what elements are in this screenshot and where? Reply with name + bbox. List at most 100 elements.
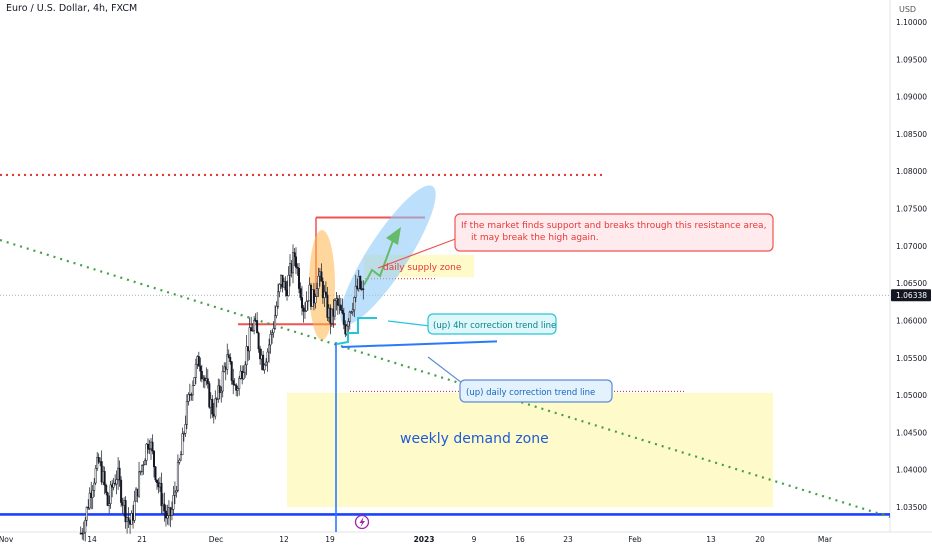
candle <box>256 312 259 334</box>
candle-body <box>105 484 108 494</box>
candle-body <box>294 256 297 268</box>
candle-body <box>178 459 181 463</box>
candle <box>112 477 115 491</box>
candle-body <box>326 294 329 318</box>
daily-trend-note-box <box>459 379 613 403</box>
candle-body <box>259 348 262 360</box>
price-tick-label: 1.07000 <box>896 242 927 251</box>
candle <box>105 483 108 496</box>
candle-body <box>278 284 281 293</box>
time-tick-label: 16 <box>515 535 525 544</box>
candle-body <box>274 315 277 329</box>
candle-body <box>287 275 290 296</box>
candle-body <box>265 361 268 366</box>
candle <box>253 315 256 335</box>
candle <box>206 369 209 389</box>
breakout-note-line: it may break the high again. <box>471 233 599 243</box>
candle-body <box>144 460 147 465</box>
candle <box>226 343 229 375</box>
candle <box>347 318 350 332</box>
candle <box>268 338 271 363</box>
candle <box>245 335 248 376</box>
projection-arrowhead <box>386 227 401 245</box>
candle-body <box>215 398 218 400</box>
candle-body <box>112 482 115 488</box>
candle-body <box>320 271 323 282</box>
demand-zone-label: weekly demand zone <box>400 431 549 447</box>
candle <box>187 392 190 406</box>
candle-body <box>155 479 158 483</box>
candle-body <box>185 401 188 425</box>
candle <box>229 353 232 365</box>
trend-4hr-note-text: (up) 4hr correction trend line <box>433 321 556 331</box>
candle-body <box>115 479 118 485</box>
candle <box>181 427 184 456</box>
candle-body <box>333 300 336 317</box>
candle <box>208 381 211 409</box>
time-tick-label: 19 <box>325 535 335 544</box>
candle-body <box>353 297 356 311</box>
candle-body <box>197 356 200 367</box>
candle-body <box>341 310 344 314</box>
candle-body <box>221 371 224 392</box>
candle-body <box>148 448 151 450</box>
candle <box>244 361 247 378</box>
candle-body <box>342 312 345 325</box>
time-tick-label: Feb <box>628 535 642 544</box>
candle <box>315 282 318 297</box>
candle <box>214 390 217 420</box>
candle <box>154 466 157 483</box>
candle-body <box>181 433 184 455</box>
last-price-tag <box>891 289 931 302</box>
candle <box>303 302 306 319</box>
candle-body <box>324 291 327 296</box>
candle <box>139 470 142 476</box>
price-tick-label: 1.08000 <box>896 167 927 176</box>
time-tick-label: 23 <box>563 535 573 544</box>
candle-body <box>277 291 280 307</box>
candle <box>284 276 287 297</box>
candle <box>294 247 297 275</box>
candle-body <box>226 354 229 370</box>
time-tick-label: 21 <box>137 535 147 544</box>
candle <box>342 307 345 330</box>
candle-body <box>142 464 145 466</box>
candle-body <box>351 309 354 313</box>
candle <box>277 283 280 309</box>
candle <box>236 385 239 397</box>
candle-body <box>229 357 232 362</box>
candle-body <box>251 330 254 332</box>
candle <box>354 274 357 303</box>
candle <box>106 491 109 507</box>
candle-body <box>96 457 99 469</box>
candle-body <box>94 468 97 484</box>
candle-body <box>268 344 271 353</box>
candle-body <box>263 364 266 371</box>
candle-body <box>160 483 163 507</box>
price-tick-label: 1.10000 <box>896 18 927 27</box>
candle-body <box>317 275 320 289</box>
candle <box>227 349 230 359</box>
candle-body <box>138 471 141 497</box>
candle-body <box>257 332 260 350</box>
candle-body <box>345 325 348 335</box>
candle <box>194 358 197 385</box>
candles-group <box>79 244 365 542</box>
candle-body <box>120 479 123 503</box>
candle-body <box>293 252 296 258</box>
candle-body <box>91 490 94 498</box>
candle-body <box>272 328 275 333</box>
candle-body <box>284 281 287 291</box>
candle <box>164 505 167 527</box>
candle <box>211 395 214 418</box>
candle-body <box>292 252 295 274</box>
candle-body <box>245 346 248 366</box>
candle-body <box>314 296 317 304</box>
candle <box>124 496 127 529</box>
candle <box>115 470 118 495</box>
candle <box>178 458 181 465</box>
candle-body <box>179 454 182 461</box>
candle-body <box>296 267 299 269</box>
candle-body <box>347 321 350 327</box>
